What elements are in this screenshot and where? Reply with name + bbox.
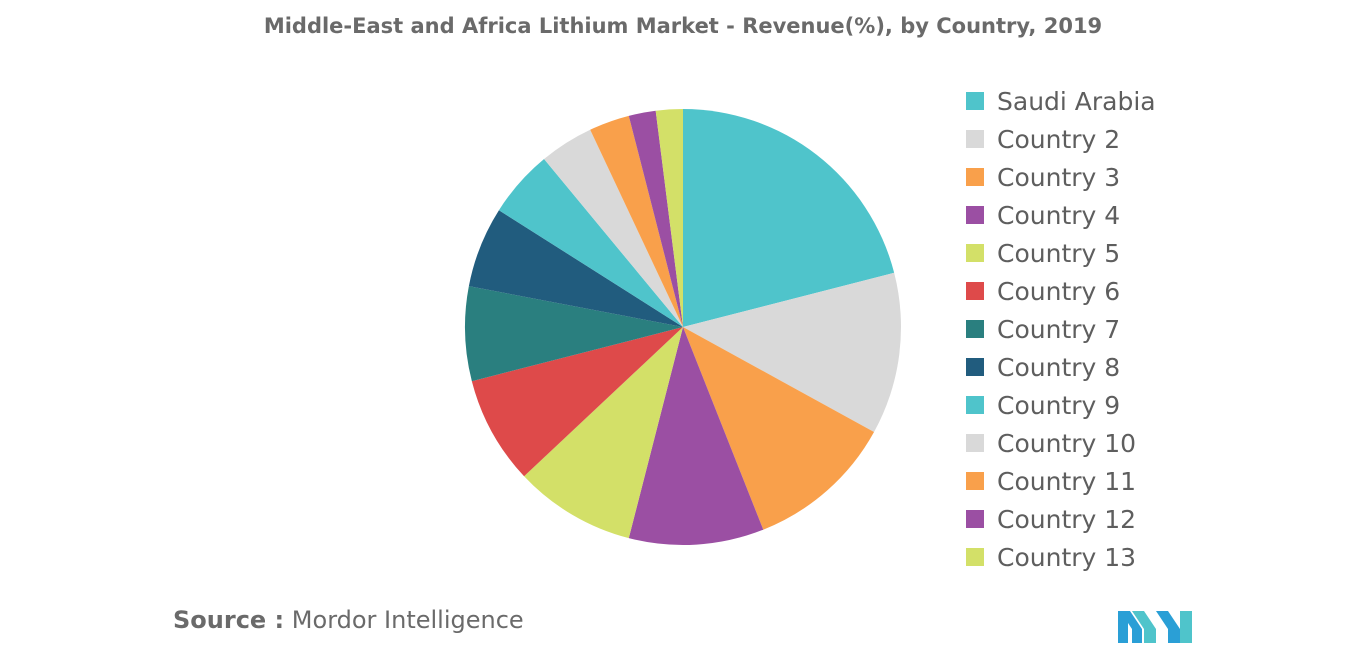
legend-label: Country 7: [997, 314, 1121, 344]
legend-swatch: [966, 396, 984, 414]
legend-label: Country 11: [997, 466, 1137, 496]
legend-item: Saudi Arabia: [966, 82, 1156, 120]
legend-swatch: [966, 548, 984, 566]
pie-slice-country-2: [683, 272, 901, 433]
legend-swatch: [966, 282, 984, 300]
legend-label: Country 12: [997, 504, 1137, 534]
legend-item: Country 3: [966, 158, 1156, 196]
pie-slice-country-12: [628, 110, 683, 327]
legend-swatch: [966, 358, 984, 376]
pie-slice-country-5: [524, 327, 683, 539]
pie-slice-saudi-arabia: [683, 109, 895, 327]
legend-item: Country 5: [966, 234, 1156, 272]
pie-slice-country-4: [628, 327, 764, 545]
legend-item: Country 9: [966, 386, 1156, 424]
pie-slice-country-6: [471, 327, 683, 477]
legend-swatch: [966, 168, 984, 186]
legend-label: Country 13: [997, 542, 1137, 572]
legend-item: Country 8: [966, 348, 1156, 386]
pie-slice-country-10: [544, 129, 683, 327]
legend-item: Country 2: [966, 120, 1156, 158]
legend-swatch: [966, 130, 984, 148]
legend-label: Saudi Arabia: [997, 86, 1156, 116]
source-label: Source :: [173, 606, 285, 634]
legend-item: Country 7: [966, 310, 1156, 348]
legend-label: Country 9: [997, 390, 1121, 420]
legend-swatch: [966, 472, 984, 490]
chart-legend: Saudi Arabia Country 2 Country 3 Country 4 C…: [966, 82, 1156, 576]
pie-slice-country-3: [683, 327, 875, 530]
chart-title: Middle-East and Africa Lithium Market - …: [263, 14, 1103, 38]
source-note: Source : Mordor Intelligence: [173, 606, 524, 634]
legend-item: Country 10: [966, 424, 1156, 462]
source-value: Mordor Intelligence: [291, 606, 524, 634]
legend-swatch: [966, 244, 984, 262]
legend-item: Country 13: [966, 538, 1156, 576]
legend-swatch: [966, 320, 984, 338]
legend-swatch: [966, 206, 984, 224]
legend-item: Country 12: [966, 500, 1156, 538]
legend-label: Country 10: [997, 428, 1137, 458]
legend-label: Country 6: [997, 276, 1121, 306]
legend-item: Country 4: [966, 196, 1156, 234]
mordor-intelligence-logo: [1118, 611, 1192, 643]
pie-slice-country-9: [498, 159, 683, 327]
legend-label: Country 4: [997, 200, 1121, 230]
legend-swatch: [966, 510, 984, 528]
pie-slice-country-13: [655, 109, 683, 327]
pie-slice-country-11: [590, 115, 683, 327]
pie-slice-country-7: [465, 286, 683, 382]
legend-label: Country 3: [997, 162, 1121, 192]
legend-label: Country 5: [997, 238, 1121, 268]
pie-slice-country-8: [468, 210, 683, 327]
legend-item: Country 11: [966, 462, 1156, 500]
legend-label: Country 8: [997, 352, 1121, 382]
legend-label: Country 2: [997, 124, 1121, 154]
legend-item: Country 6: [966, 272, 1156, 310]
legend-swatch: [966, 434, 984, 452]
legend-swatch: [966, 92, 984, 110]
